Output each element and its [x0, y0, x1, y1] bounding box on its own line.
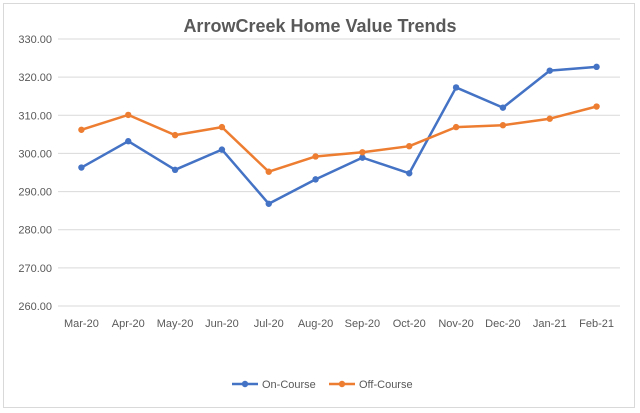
- legend-marker-off-course: [338, 380, 346, 388]
- data-point-on-course: [546, 67, 553, 74]
- data-point-off-course: [452, 123, 460, 131]
- x-tick-label: Nov-20: [438, 318, 473, 330]
- data-point-off-course: [78, 126, 85, 133]
- series-lines: [78, 63, 600, 207]
- data-point-on-course: [499, 104, 507, 111]
- data-point-on-course: [78, 164, 85, 171]
- y-tick-label: 310.00: [18, 110, 52, 122]
- data-point-on-course: [406, 170, 413, 177]
- data-point-on-course: [171, 166, 179, 174]
- y-tick-label: 280.00: [18, 225, 52, 237]
- x-tick-label: Mar-20: [64, 318, 99, 330]
- chart-title: ArrowCreek Home Value Trends: [183, 16, 456, 36]
- x-tick-label: Oct-20: [393, 318, 426, 330]
- x-tick-label: Jan-21: [533, 318, 567, 330]
- y-tick-label: 330.00: [18, 34, 52, 46]
- data-point-off-course: [125, 111, 132, 119]
- data-point-off-course: [171, 131, 179, 139]
- data-point-on-course: [593, 63, 600, 71]
- x-tick-label: Dec-20: [485, 318, 520, 330]
- series-line-on-course: [80, 65, 598, 206]
- x-tick-label: Aug-20: [298, 318, 333, 330]
- x-axis-tick-labels: Mar-20 Apr-20 May-20 Jun-20 Jul-20 Aug-20 Sep-…: [64, 318, 614, 330]
- data-point-off-course: [359, 149, 366, 156]
- y-tick-label: 320.00: [18, 72, 52, 84]
- data-point-off-course: [406, 142, 413, 150]
- y-tick-label: 290.00: [18, 187, 52, 199]
- series-line-off-course: [80, 105, 598, 173]
- y-tick-label: 300.00: [18, 148, 52, 160]
- data-point-off-course: [546, 115, 553, 122]
- legend-label-off-course: Off-Course: [359, 379, 413, 391]
- x-tick-label: Feb-21: [579, 318, 614, 330]
- legend-label-on-course: On-Course: [262, 379, 316, 391]
- y-axis-tick-labels: 260.00 270.00 280.00 290.00 300.00 310.00 320.…: [18, 34, 52, 313]
- data-point-on-course: [265, 200, 272, 207]
- x-tick-label: May-20: [157, 318, 194, 330]
- y-tick-label: 270.00: [18, 263, 52, 275]
- data-point-off-course: [312, 153, 319, 160]
- y-tick-label: 260.00: [18, 301, 52, 313]
- x-tick-label: Jun-20: [205, 318, 239, 330]
- data-point-on-course: [312, 176, 319, 183]
- x-tick-label: Jul-20: [254, 318, 284, 330]
- data-point-off-course: [593, 103, 600, 110]
- data-point-on-course: [452, 84, 460, 91]
- data-point-off-course: [218, 123, 226, 131]
- chart-frame: [3, 3, 635, 408]
- data-point-on-course: [218, 146, 226, 153]
- data-point-on-course: [125, 138, 132, 145]
- data-point-off-course: [265, 168, 272, 175]
- data-point-off-course: [499, 122, 507, 129]
- legend: On-Course Off-Course: [232, 379, 413, 391]
- data-point-on-course: [359, 154, 366, 161]
- legend-marker-on-course: [241, 380, 249, 388]
- x-tick-label: Apr-20: [112, 318, 145, 330]
- gridlines: [58, 38, 620, 307]
- x-tick-label: Sep-20: [345, 318, 380, 330]
